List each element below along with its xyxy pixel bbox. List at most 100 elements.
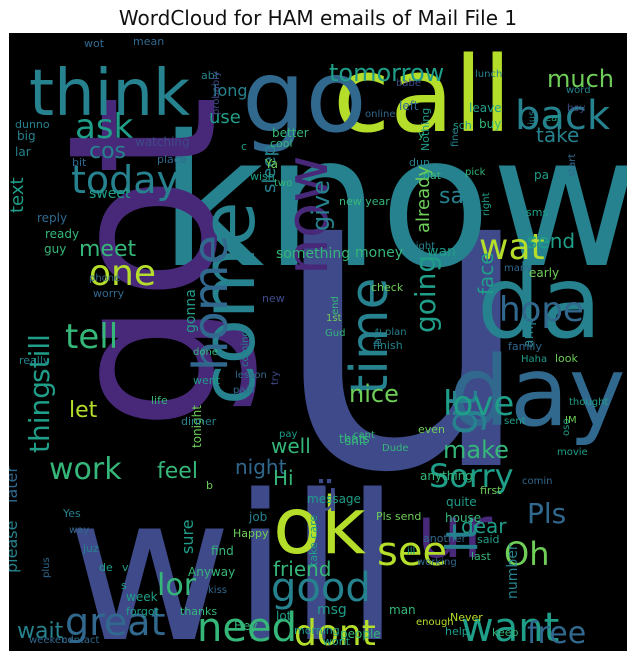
word-pay: pay (279, 429, 297, 440)
word-sure: sure (178, 519, 197, 554)
word-call: call (333, 34, 512, 156)
word-take: take (536, 123, 579, 147)
word-now: now (273, 155, 341, 275)
word-one: one (89, 253, 156, 294)
word-ask: ask (75, 107, 134, 147)
word-went: went (193, 374, 221, 387)
word-plus: plus (41, 557, 52, 578)
word-meet: meet (79, 237, 137, 262)
word-word: word (566, 85, 591, 96)
word-cool: cool (270, 137, 293, 150)
word-kiss: kiss (208, 585, 227, 596)
word-much: much (547, 65, 614, 93)
wordcloud-canvas: u know will got call go da come day ok think ur now t… (9, 33, 627, 651)
word-early: early (529, 266, 559, 280)
word-friend: friend (273, 557, 332, 581)
word-finish: finish (373, 339, 403, 352)
word-week: week (126, 590, 158, 604)
word-find: find (211, 544, 234, 558)
word-wan: wan (427, 244, 456, 260)
word-enough: enough (416, 617, 454, 628)
word-plan: plan (385, 327, 407, 338)
word-new: new (262, 292, 285, 305)
word-already: already (413, 165, 434, 233)
word-forgot: forgot (126, 605, 160, 618)
word-free: free (527, 616, 586, 651)
word-feel: feel (157, 459, 198, 484)
word-pick: pick (465, 167, 486, 178)
word-ur: ur (417, 490, 493, 574)
word-another: another (423, 532, 466, 545)
word-happy: Happy (233, 527, 269, 540)
word-take-care: take care (307, 515, 320, 566)
word-eat: eat (545, 113, 561, 124)
word-let: let (69, 398, 98, 423)
word-even: even (418, 423, 445, 436)
word-people: people (340, 627, 381, 641)
word-night: night (235, 455, 287, 479)
word-dinner: dinner (181, 415, 217, 428)
word-house: house (445, 511, 481, 525)
word-v: v (122, 561, 129, 574)
word-text: text (9, 177, 28, 213)
word-fine: fine (450, 128, 461, 147)
word-end: end (330, 296, 341, 315)
word-reply: reply (37, 211, 67, 225)
word-come: come (186, 201, 272, 405)
word-send: send (527, 229, 575, 253)
word-abt: abt (201, 69, 220, 82)
word-say: say (439, 184, 477, 209)
word-comin: comin (522, 476, 552, 487)
word-mean: mean (133, 35, 164, 48)
word-number: number (505, 544, 521, 599)
word-tomorrow: tomorrow (329, 59, 444, 87)
word-shit: shit (345, 434, 367, 448)
word-hi: Hi (273, 466, 294, 490)
word-1st: 1st (326, 313, 342, 324)
word-dat: dat (423, 169, 442, 182)
word-sent: sent (504, 416, 526, 427)
word-place: place (157, 153, 187, 166)
word-lor: lor (157, 568, 197, 603)
word-yes: Yes (62, 507, 81, 520)
word-s: s (121, 579, 127, 592)
word-later: later (9, 466, 21, 503)
word-good: good (271, 565, 371, 611)
word-pls-send: Pls send (376, 510, 421, 523)
word-buy: buy (479, 117, 501, 131)
word-tell: tell (65, 317, 118, 357)
word-cant: cant (353, 430, 375, 441)
word-wait: wait (17, 619, 64, 644)
word-message: message (307, 492, 361, 506)
word-anyway: Anyway (188, 565, 235, 579)
word-well: well (271, 434, 311, 458)
word-see: see (377, 529, 447, 575)
word-work: work (49, 452, 122, 487)
word-u: u (267, 67, 540, 567)
word-sms: sms (526, 206, 548, 219)
word-phone: phone (89, 273, 120, 284)
word-leave: leave (469, 101, 502, 115)
word-start: start (567, 154, 578, 177)
word-dont: dont (294, 613, 376, 651)
word-two: two (274, 178, 292, 189)
word-hope: hope (499, 290, 584, 330)
word-think: think (29, 57, 190, 131)
word-weekend: weekend (29, 635, 74, 646)
word-juz: juz (82, 542, 99, 555)
word-back: back (515, 93, 611, 139)
word-lesson: lesson (235, 370, 267, 381)
word-help: help (445, 625, 469, 638)
word-movie: movie (557, 447, 588, 458)
word-b: b (206, 479, 213, 492)
word-dun: dun (409, 156, 430, 169)
word-lunch: lunch (475, 69, 502, 80)
word-wont: wont (323, 635, 351, 648)
chart-title: WordCloud for HAM emails of Mail File 1 (118, 6, 518, 30)
word-gt: gt (437, 390, 488, 435)
word-pa: pa (534, 168, 549, 182)
word-lar: lar (15, 145, 31, 159)
word-jus: jus (527, 111, 538, 126)
word-c: c (241, 140, 247, 153)
